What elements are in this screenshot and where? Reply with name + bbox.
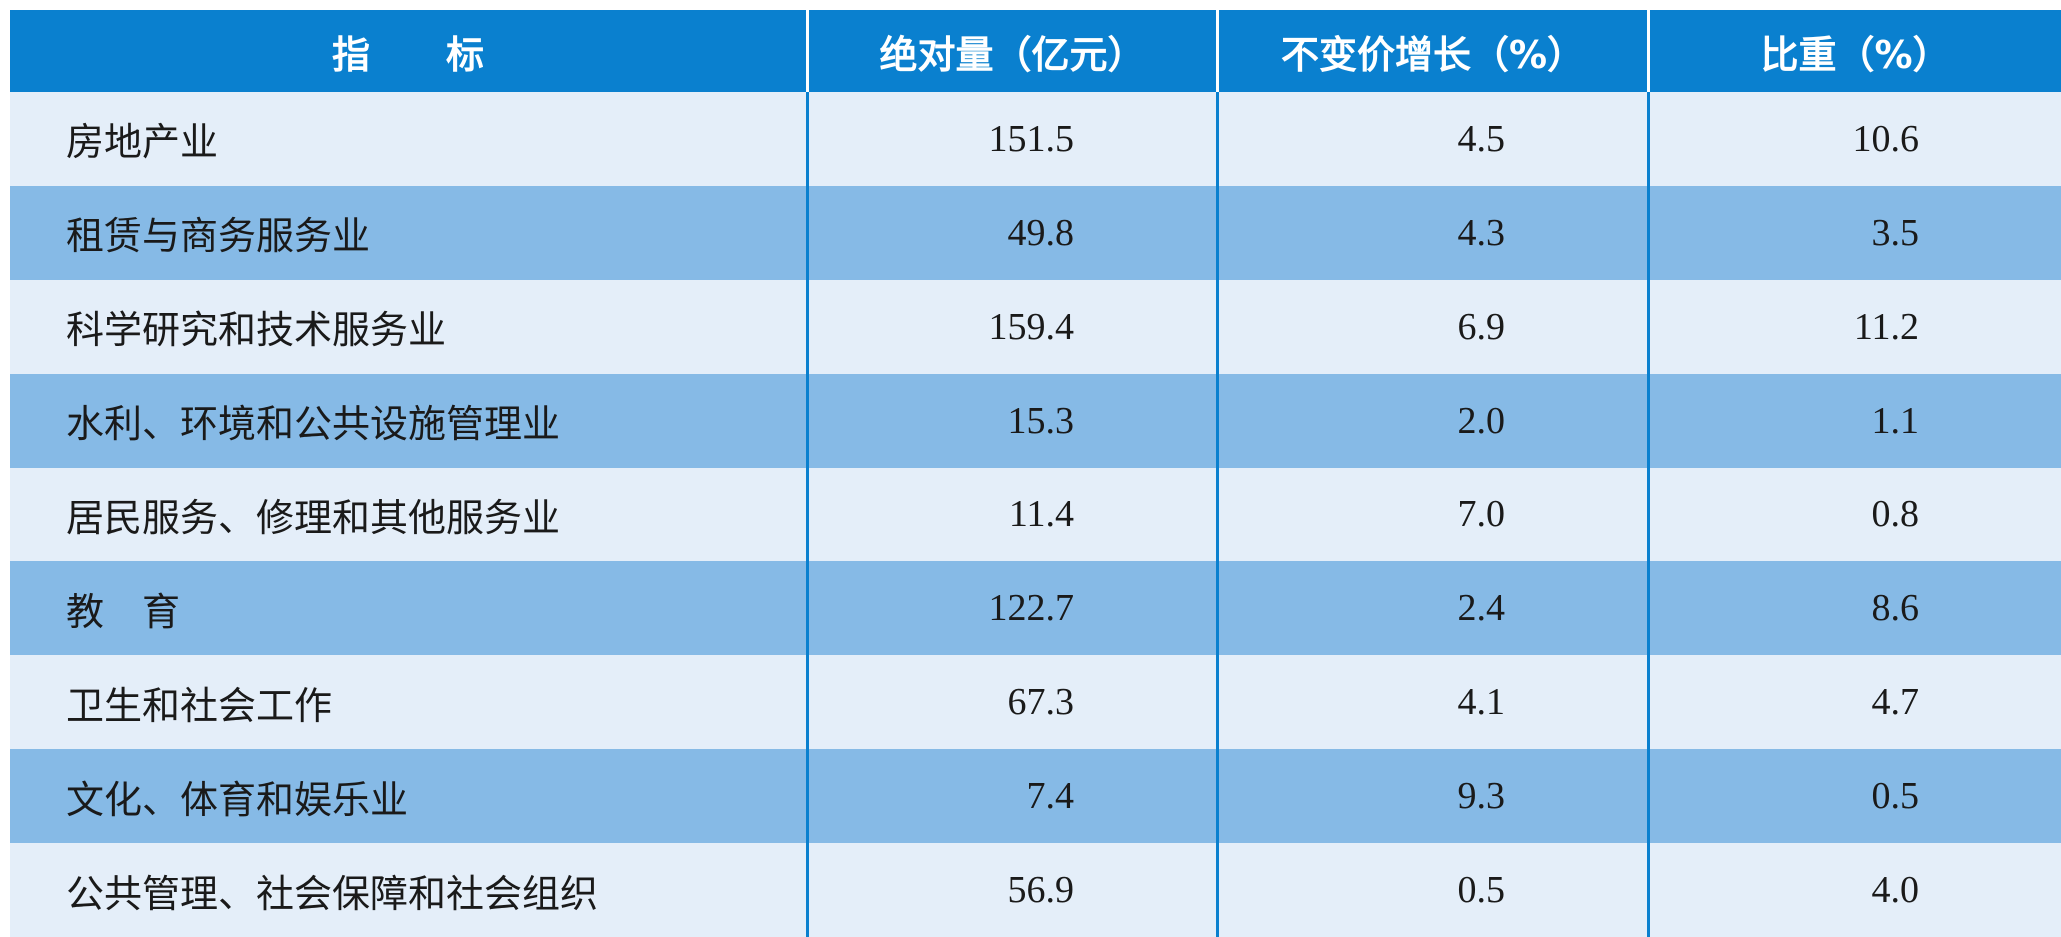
value-cell: 4.1 (1216, 655, 1647, 750)
value-cell: 7.4 (806, 749, 1216, 844)
label-cell: 卫生和社会工作 (10, 655, 806, 750)
value-cell: 49.8 (806, 185, 1216, 280)
value-cell: 159.4 (806, 279, 1216, 374)
value-cell: 4.5 (1216, 92, 1647, 186)
value-cell: 8.6 (1647, 561, 2061, 656)
label-cell: 租赁与商务服务业 (10, 185, 806, 280)
header-cell: 绝对量（亿元） (806, 10, 1216, 92)
value-cell: 10.6 (1647, 92, 2061, 186)
value-cell: 15.3 (806, 373, 1216, 468)
value-cell: 67.3 (806, 655, 1216, 750)
value-cell: 11.2 (1647, 279, 2061, 374)
value-cell: 4.7 (1647, 655, 2061, 750)
value-cell: 11.4 (806, 467, 1216, 562)
value-cell: 6.9 (1216, 279, 1647, 374)
value-cell: 2.4 (1216, 561, 1647, 656)
value-cell: 4.0 (1647, 843, 2061, 937)
value-cell: 9.3 (1216, 749, 1647, 844)
value-cell: 0.5 (1647, 749, 2061, 844)
value-cell: 4.3 (1216, 185, 1647, 280)
header-cell: 不变价增长（%） (1216, 10, 1647, 92)
value-cell: 2.0 (1216, 373, 1647, 468)
label-cell: 科学研究和技术服务业 (10, 279, 806, 374)
label-cell: 居民服务、修理和其他服务业 (10, 467, 806, 562)
header-cell: 指 标 (10, 10, 806, 92)
value-cell: 151.5 (806, 92, 1216, 186)
label-cell: 公共管理、社会保障和社会组织 (10, 843, 806, 937)
value-cell: 56.9 (806, 843, 1216, 937)
data-table: 指 标绝对量（亿元） 不变价增长（%） 比重（%） 房地产业 151.5 4.5 10.6 租… (10, 10, 2061, 937)
value-cell: 122.7 (806, 561, 1216, 656)
value-cell: 3.5 (1647, 185, 2061, 280)
header-cell: 比重（%） (1647, 10, 2061, 92)
label-cell: 房地产业 (10, 92, 806, 186)
value-cell: 7.0 (1216, 467, 1647, 562)
label-cell: 水利、环境和公共设施管理业 (10, 373, 806, 468)
label-cell: 文化、体育和娱乐业 (10, 749, 806, 844)
label-cell: 教 育 (10, 561, 806, 656)
value-cell: 1.1 (1647, 373, 2061, 468)
value-cell: 0.5 (1216, 843, 1647, 937)
value-cell: 0.8 (1647, 467, 2061, 562)
